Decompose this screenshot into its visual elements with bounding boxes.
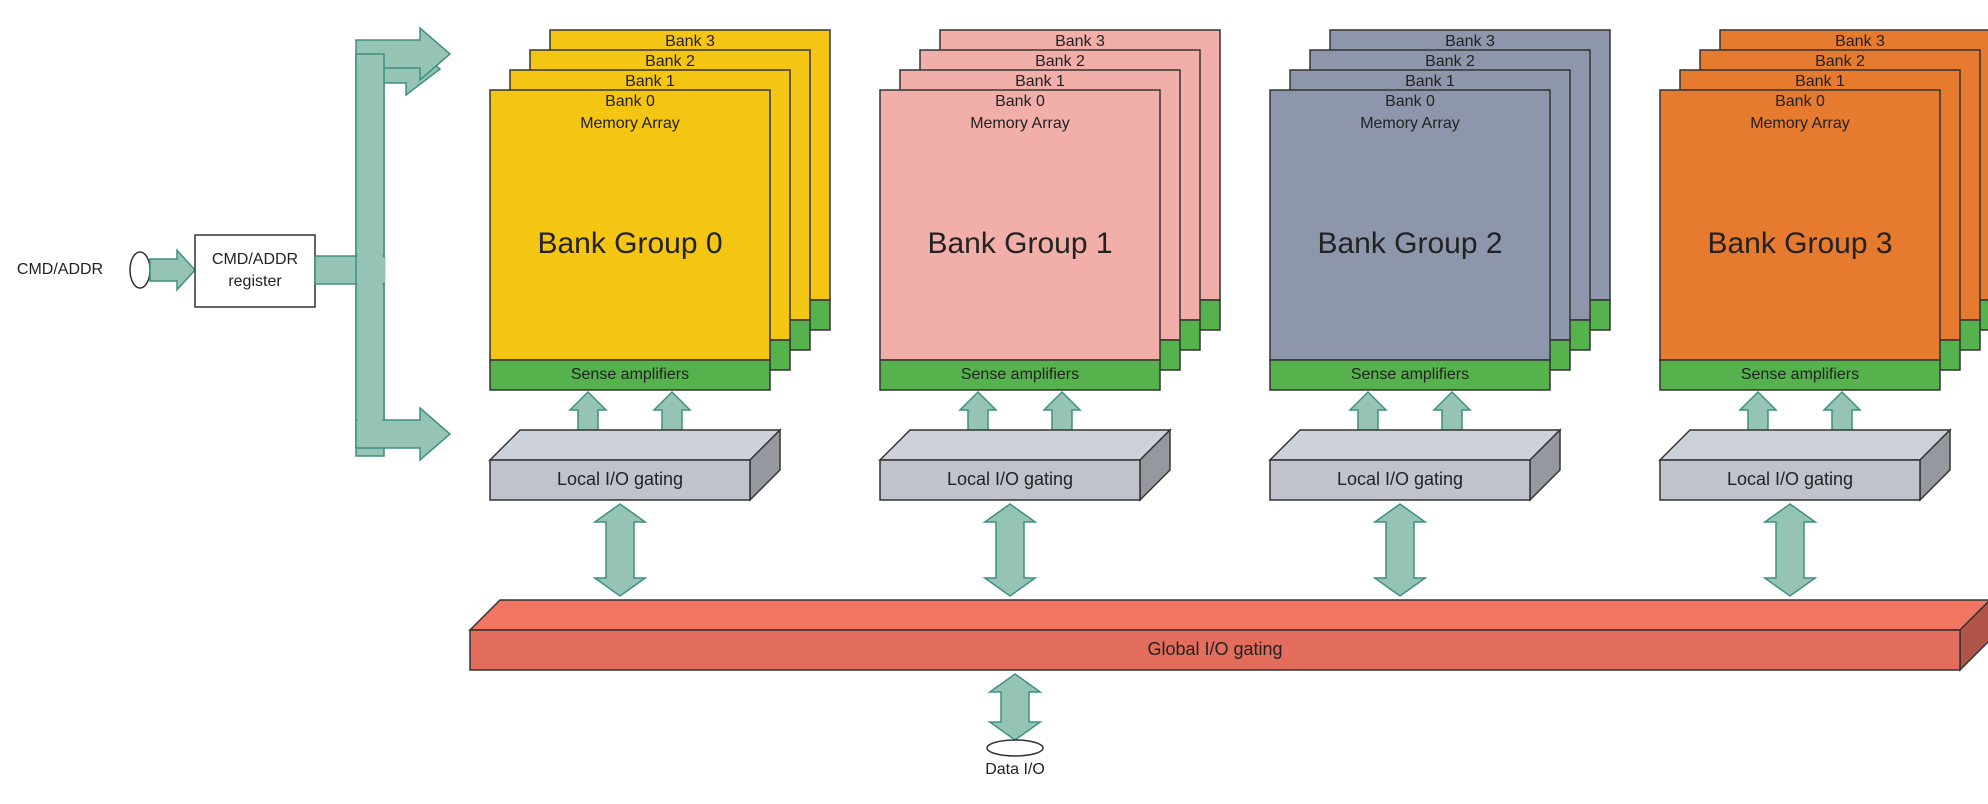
svg-text:Bank 3: Bank 3	[1445, 33, 1495, 50]
svg-text:Bank 3: Bank 3	[1835, 33, 1885, 50]
local-io-label: Local I/O gating	[1727, 469, 1853, 489]
svg-text:Global I/O gating: Global I/O gating	[1147, 639, 1282, 659]
svg-text:Bank 2: Bank 2	[1035, 53, 1085, 70]
svg-text:Bank 2: Bank 2	[645, 53, 695, 70]
local-io-label: Local I/O gating	[947, 469, 1073, 489]
svg-text:Sense amplifiers: Sense amplifiers	[1351, 366, 1469, 383]
svg-text:CMD/ADDR: CMD/ADDR	[17, 261, 103, 278]
local-io-label: Local I/O gating	[1337, 469, 1463, 489]
svg-text:Data I/O: Data I/O	[985, 761, 1045, 778]
svg-text:Bank 0: Bank 0	[1385, 93, 1435, 110]
svg-text:Sense amplifiers: Sense amplifiers	[961, 366, 1079, 383]
cmd-addr-section: CMD/ADDR CMD/ADDR register	[17, 235, 315, 307]
cmd-addr-register	[195, 235, 315, 307]
svg-text:Memory Array: Memory Array	[580, 115, 680, 132]
svg-text:Bank 0: Bank 0	[995, 93, 1045, 110]
global-io-gating: Global I/O gating	[470, 600, 1988, 670]
svg-text:Sense amplifiers: Sense amplifiers	[571, 366, 689, 383]
svg-text:Bank 1: Bank 1	[1405, 73, 1455, 90]
bank-group-3: Bank 3 Bank 2 Bank 1 Bank 0 Memory Array Bank…	[1660, 30, 1988, 596]
svg-text:Bank 0: Bank 0	[605, 93, 655, 110]
svg-text:Bank 2: Bank 2	[1425, 53, 1475, 70]
svg-text:Bank 1: Bank 1	[1795, 73, 1845, 90]
svg-text:Bank 3: Bank 3	[665, 33, 715, 50]
svg-text:register: register	[228, 273, 282, 290]
svg-text:Sense amplifiers: Sense amplifiers	[1741, 366, 1859, 383]
bank-group-0: Bank 3 Bank 2 Bank 1 Bank 0 Memory Array Bank…	[490, 30, 830, 596]
svg-text:Memory Array: Memory Array	[1360, 115, 1460, 132]
bank-group-title: Bank Group 0	[537, 227, 722, 260]
bank-group-title: Bank Group 3	[1707, 227, 1892, 260]
svg-text:Memory Array: Memory Array	[970, 115, 1070, 132]
bank-group-2: Bank 3 Bank 2 Bank 1 Bank 0 Memory Array Bank…	[1270, 30, 1610, 596]
svg-text:Bank 2: Bank 2	[1815, 53, 1865, 70]
svg-text:Bank 1: Bank 1	[1015, 73, 1065, 90]
local-io-label: Local I/O gating	[557, 469, 683, 489]
svg-text:Bank 0: Bank 0	[1775, 93, 1825, 110]
svg-text:Bank 1: Bank 1	[625, 73, 675, 90]
svg-text:Bank 3: Bank 3	[1055, 33, 1105, 50]
bank-group-title: Bank Group 1	[927, 227, 1112, 260]
cmd-branch-arrow	[315, 28, 450, 460]
bank-group-1: Bank 3 Bank 2 Bank 1 Bank 0 Memory Array Bank…	[880, 30, 1220, 596]
data-io-port	[987, 740, 1043, 756]
bank-group-title: Bank Group 2	[1317, 227, 1502, 260]
svg-text:Memory Array: Memory Array	[1750, 115, 1850, 132]
svg-text:CMD/ADDR: CMD/ADDR	[212, 251, 298, 268]
